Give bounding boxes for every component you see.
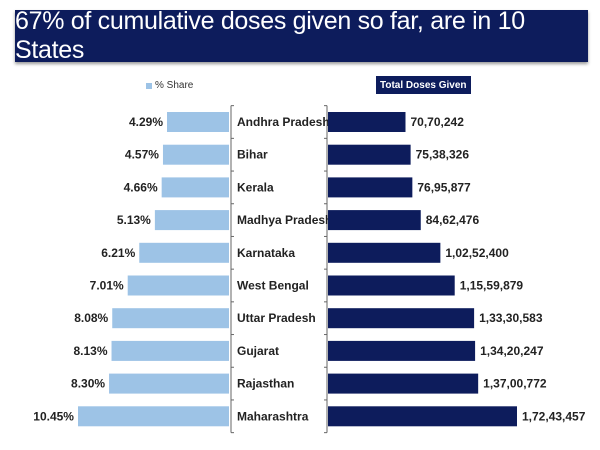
share-data-label: 7.01% <box>90 279 124 293</box>
doses-data-label: 1,02,52,400 <box>445 246 509 260</box>
category-label: Uttar Pradesh <box>237 311 316 325</box>
category-label: West Bengal <box>237 279 309 293</box>
share-bar <box>127 275 229 296</box>
share-bar <box>109 373 229 394</box>
doses-bar <box>328 406 517 427</box>
legend-share: % Share <box>146 80 193 91</box>
doses-data-label: 1,15,59,879 <box>460 279 524 293</box>
doses-data-label: 70,70,242 <box>410 115 464 129</box>
category-label: Maharashtra <box>237 409 309 423</box>
share-bar <box>161 177 229 198</box>
legend-share-label: % Share <box>155 80 194 91</box>
category-label: Rajasthan <box>237 377 294 391</box>
share-bar <box>77 406 229 427</box>
doses-data-label: 1,37,00,772 <box>483 377 547 391</box>
category-label: Kerala <box>237 180 274 194</box>
share-data-label: 8.08% <box>74 311 108 325</box>
share-data-label: 4.29% <box>129 115 163 129</box>
doses-data-label: 76,95,877 <box>417 180 471 194</box>
doses-data-label: 1,72,43,457 <box>522 409 586 423</box>
share-data-label: 4.57% <box>125 148 159 162</box>
share-data-label: 4.66% <box>124 180 158 194</box>
legend-total: Total Doses Given <box>376 76 471 94</box>
share-data-label: 6.21% <box>101 246 135 260</box>
doses-bar <box>328 210 421 231</box>
share-bar <box>111 340 229 361</box>
doses-bar <box>328 177 413 198</box>
doses-bar <box>328 308 475 329</box>
share-bar <box>139 242 229 263</box>
doses-bar <box>328 275 455 296</box>
share-data-label: 8.30% <box>71 377 105 391</box>
legend-share-swatch <box>146 82 152 89</box>
category-label: Bihar <box>237 148 268 162</box>
share-data-label: 8.13% <box>73 344 107 358</box>
category-label: Gujarat <box>237 344 279 358</box>
share-bar <box>154 210 229 231</box>
share-data-label: 10.45% <box>33 409 74 423</box>
doses-bar <box>328 373 479 394</box>
share-bar <box>167 112 229 132</box>
share-bar <box>112 308 229 329</box>
share-bar <box>162 144 229 165</box>
doses-bar <box>328 112 406 132</box>
category-label: Madhya Pradesh <box>237 213 332 227</box>
category-label: Karnataka <box>237 246 295 260</box>
doses-bar <box>328 242 441 263</box>
doses-bar <box>328 144 411 165</box>
doses-bar <box>328 340 476 361</box>
doses-data-label: 1,33,30,583 <box>479 311 543 325</box>
chart-title: 67% of cumulative doses given so far, ar… <box>15 7 588 64</box>
category-label: Andhra Pradesh <box>237 115 330 129</box>
doses-data-label: 75,38,326 <box>416 148 470 162</box>
share-data-label: 5.13% <box>117 213 151 227</box>
doses-data-label: 1,34,20,247 <box>480 344 544 358</box>
doses-data-label: 84,62,476 <box>426 213 480 227</box>
